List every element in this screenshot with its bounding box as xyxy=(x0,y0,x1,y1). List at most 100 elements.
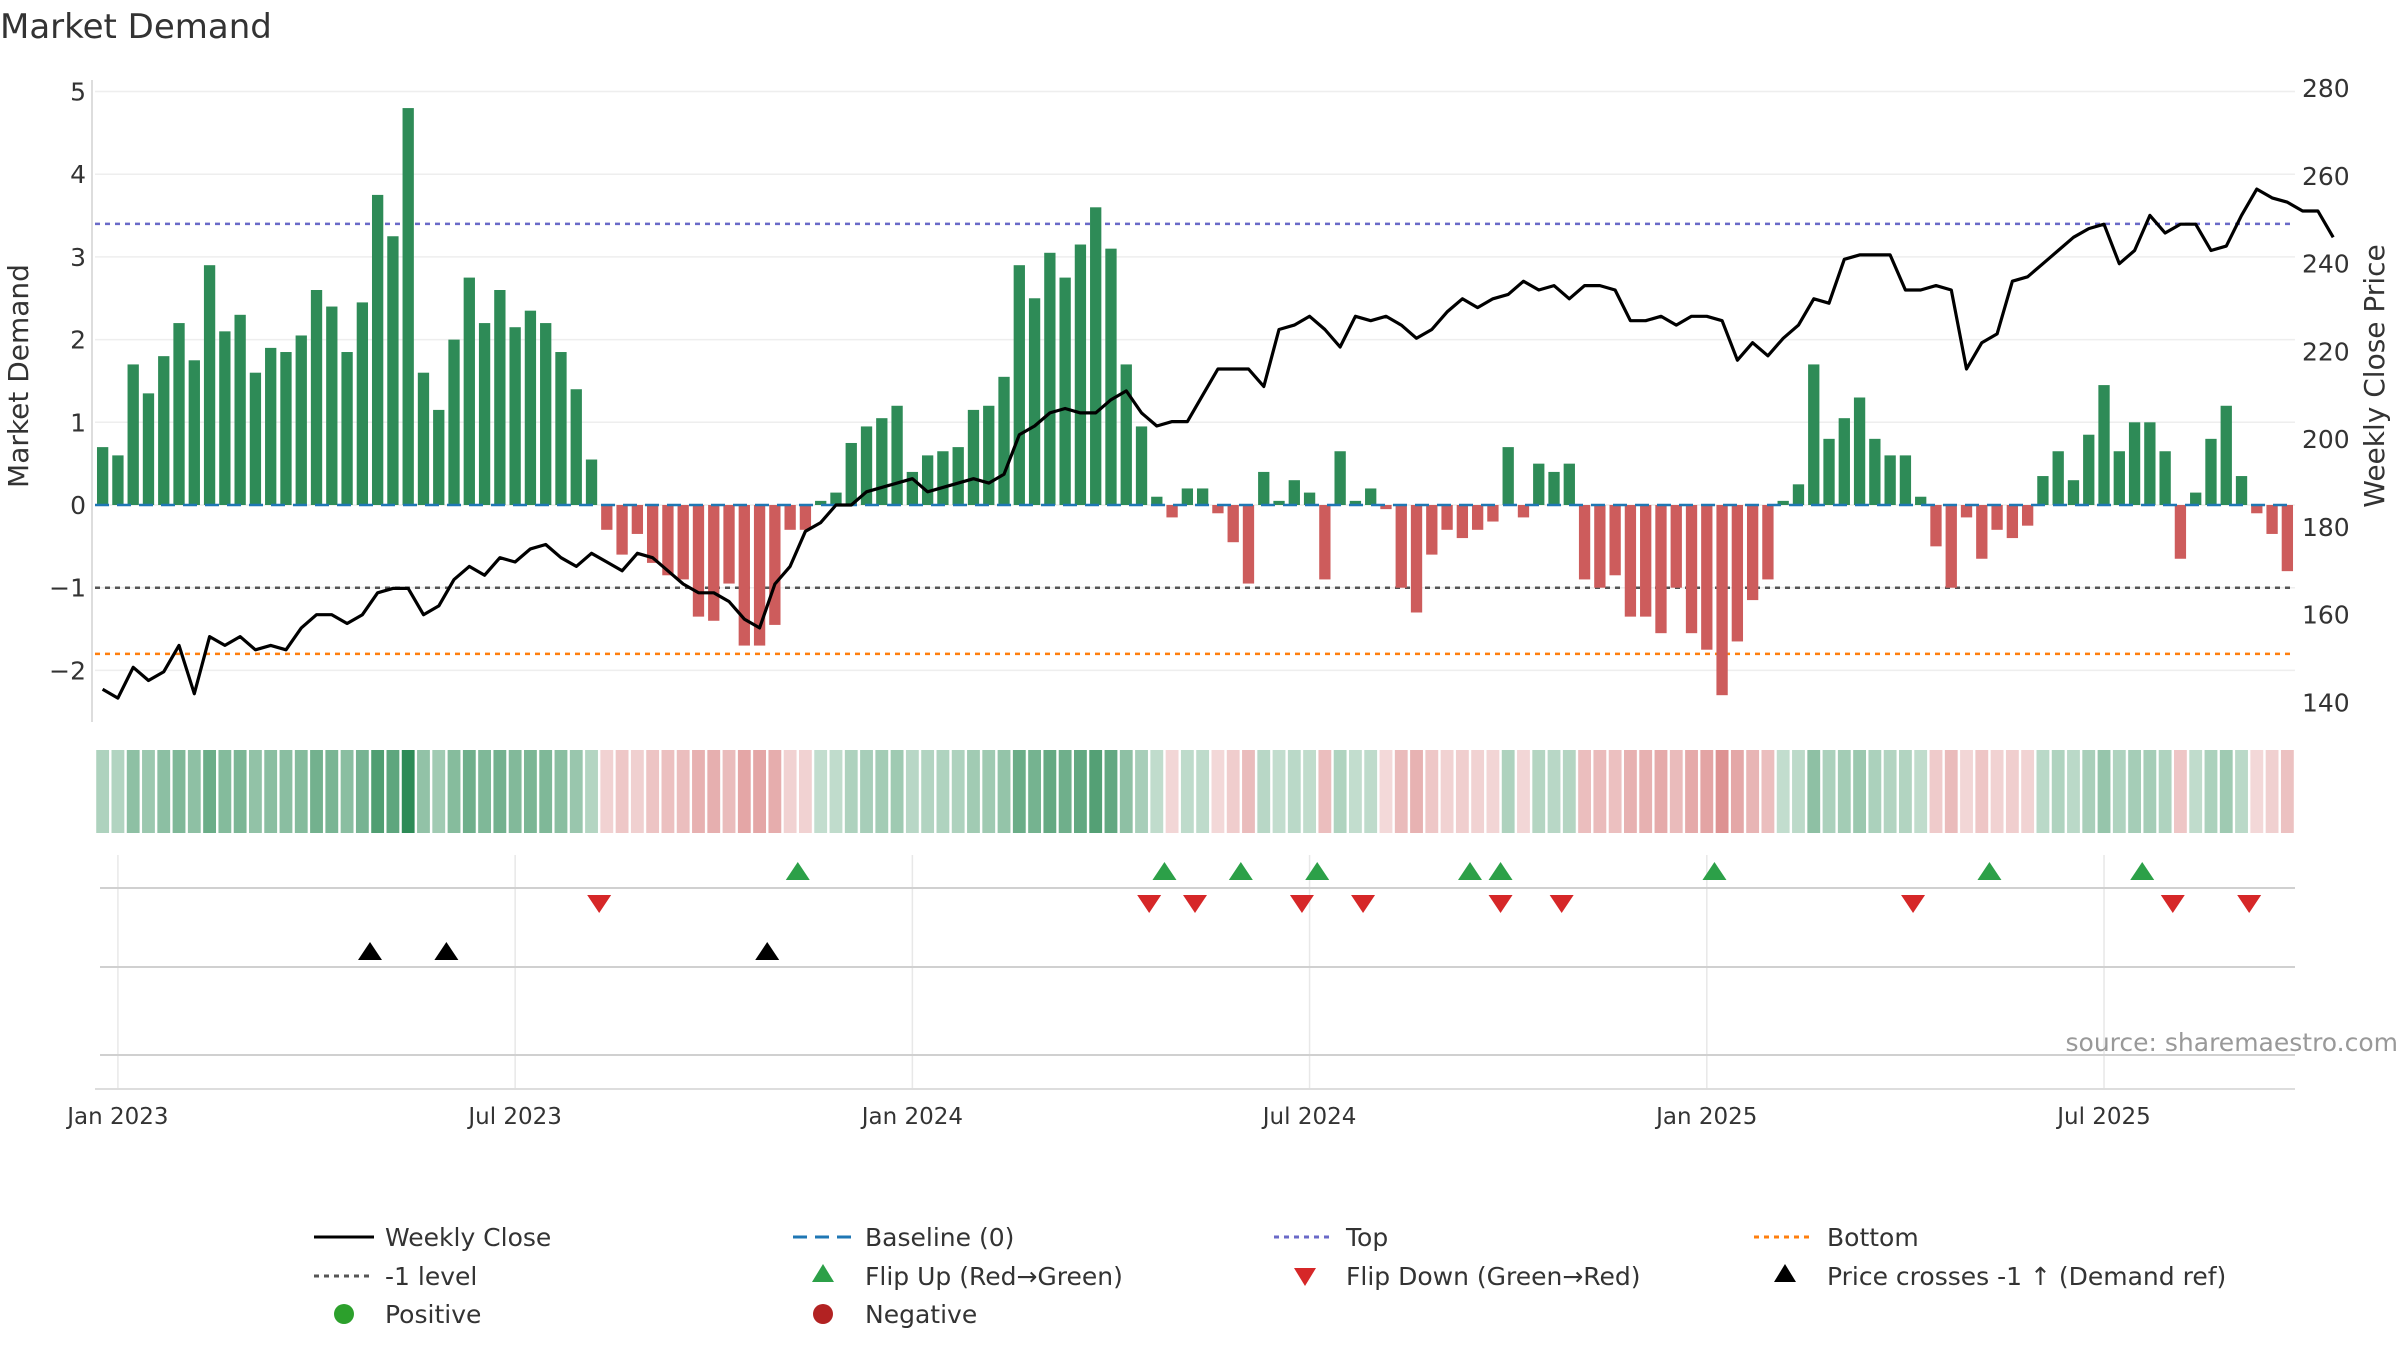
heat-cell xyxy=(1792,750,1805,833)
demand-bar xyxy=(1517,505,1530,518)
demand-bar xyxy=(1777,500,1789,505)
legend-positive: Positive xyxy=(385,1300,481,1329)
heat-cell xyxy=(1715,750,1729,833)
reference-lines xyxy=(95,222,2295,656)
heat-cell xyxy=(1929,750,1943,833)
demand-bar xyxy=(1869,438,1881,505)
demand-bar xyxy=(967,409,980,505)
demand-bar xyxy=(1074,244,1087,505)
demand-bar xyxy=(1334,451,1346,505)
legend-flip-up-swatch xyxy=(812,1264,834,1282)
heat-cell xyxy=(2204,750,2218,833)
flip-down-marker xyxy=(1488,895,1513,913)
left-tick-label: 0 xyxy=(70,491,86,520)
heat-cell xyxy=(1944,750,1958,833)
legend: Weekly Close Baseline (0) Top Bottom -1 … xyxy=(314,1223,2226,1329)
heat-cell xyxy=(1624,750,1637,833)
heat-cell xyxy=(249,750,262,833)
flip-up-marker xyxy=(1152,862,1177,880)
heat-cell xyxy=(1150,750,1164,833)
heat-cell xyxy=(1669,750,1683,833)
heat-cell xyxy=(890,750,904,833)
legend-flip-down-swatch xyxy=(1294,1268,1316,1286)
demand-bar xyxy=(127,364,139,505)
demand-bar xyxy=(983,405,995,505)
left-tick-label: −2 xyxy=(49,656,86,685)
heat-cell xyxy=(126,750,140,833)
demand-bar xyxy=(753,505,766,646)
heat-cell xyxy=(432,750,446,833)
heat-cell xyxy=(1104,750,1118,833)
demand-bar xyxy=(1441,505,1453,530)
flip-down-marker xyxy=(1289,895,1314,913)
demand-bar xyxy=(326,306,338,505)
price-line-layer xyxy=(95,187,2335,700)
right-tick-label: 200 xyxy=(2302,425,2350,454)
heat-cell xyxy=(1379,750,1393,833)
heat-cell xyxy=(707,750,721,833)
demand-bar xyxy=(1838,418,1850,505)
demand-bar xyxy=(1120,364,1132,505)
heat-cell xyxy=(111,750,125,833)
demand-bar xyxy=(1884,455,1896,505)
heat-cell xyxy=(951,750,965,833)
demand-bar xyxy=(830,492,842,505)
demand-bar xyxy=(1685,505,1698,634)
heat-cell xyxy=(967,750,980,833)
heat-cell xyxy=(447,750,461,833)
demand-bar xyxy=(417,372,430,505)
heat-cell xyxy=(921,750,935,833)
heat-cell xyxy=(1440,750,1454,833)
demand-bar xyxy=(1059,277,1071,505)
demand-bar xyxy=(1945,505,1957,588)
demand-bar xyxy=(1380,505,1392,510)
demand-bar xyxy=(738,505,750,646)
heat-cell xyxy=(569,750,583,833)
demand-bar xyxy=(1746,505,1759,601)
heat-cell xyxy=(493,750,507,833)
grid-layer xyxy=(91,80,2295,722)
heat-cell xyxy=(2219,750,2233,833)
demand-bar xyxy=(2266,505,2278,534)
demand-bar xyxy=(249,372,262,505)
demand-bar xyxy=(1044,252,1056,505)
heat-cell xyxy=(2067,750,2080,833)
heat-cell xyxy=(844,750,858,833)
heat-cell xyxy=(1135,750,1148,833)
demand-bar xyxy=(646,505,659,563)
heat-cell xyxy=(600,750,614,833)
legend-price-cross: Price crosses -1 ↑ (Demand ref) xyxy=(1827,1262,2226,1291)
heat-cell xyxy=(2021,750,2035,833)
demand-bar xyxy=(1028,298,1041,505)
demand-bar xyxy=(708,505,720,621)
heat-cell xyxy=(1685,750,1698,833)
legend-weekly-close: Weekly Close xyxy=(385,1223,551,1252)
demand-bar xyxy=(2159,451,2171,505)
heat-cell xyxy=(1074,750,1087,833)
flip-down-marker xyxy=(2237,895,2262,913)
heat-cell xyxy=(2158,750,2172,833)
demand-bar xyxy=(585,459,598,505)
demand-bar xyxy=(234,314,246,505)
demand-bar xyxy=(784,505,796,530)
left-tick-label: 2 xyxy=(70,326,86,355)
heat-cell xyxy=(936,750,950,833)
demand-bar xyxy=(723,505,735,584)
heat-cell xyxy=(1303,750,1316,833)
demand-bar xyxy=(402,108,414,506)
right-tick-label: 240 xyxy=(2302,250,2350,279)
demand-bar xyxy=(815,500,827,505)
demand-bar xyxy=(1808,364,1820,505)
demand-bar xyxy=(2190,492,2202,505)
heat-cell xyxy=(2128,750,2141,833)
demand-bar xyxy=(341,352,353,505)
heat-cell xyxy=(1700,750,1714,833)
demand-bar xyxy=(1471,505,1484,530)
demand-bar xyxy=(1533,463,1545,505)
demand-bar xyxy=(524,310,537,505)
heat-cell xyxy=(1822,750,1836,833)
heat-cell xyxy=(1196,750,1210,833)
heat-cell xyxy=(96,750,110,833)
demand-bar xyxy=(280,352,292,505)
demand-bar xyxy=(1701,505,1713,650)
